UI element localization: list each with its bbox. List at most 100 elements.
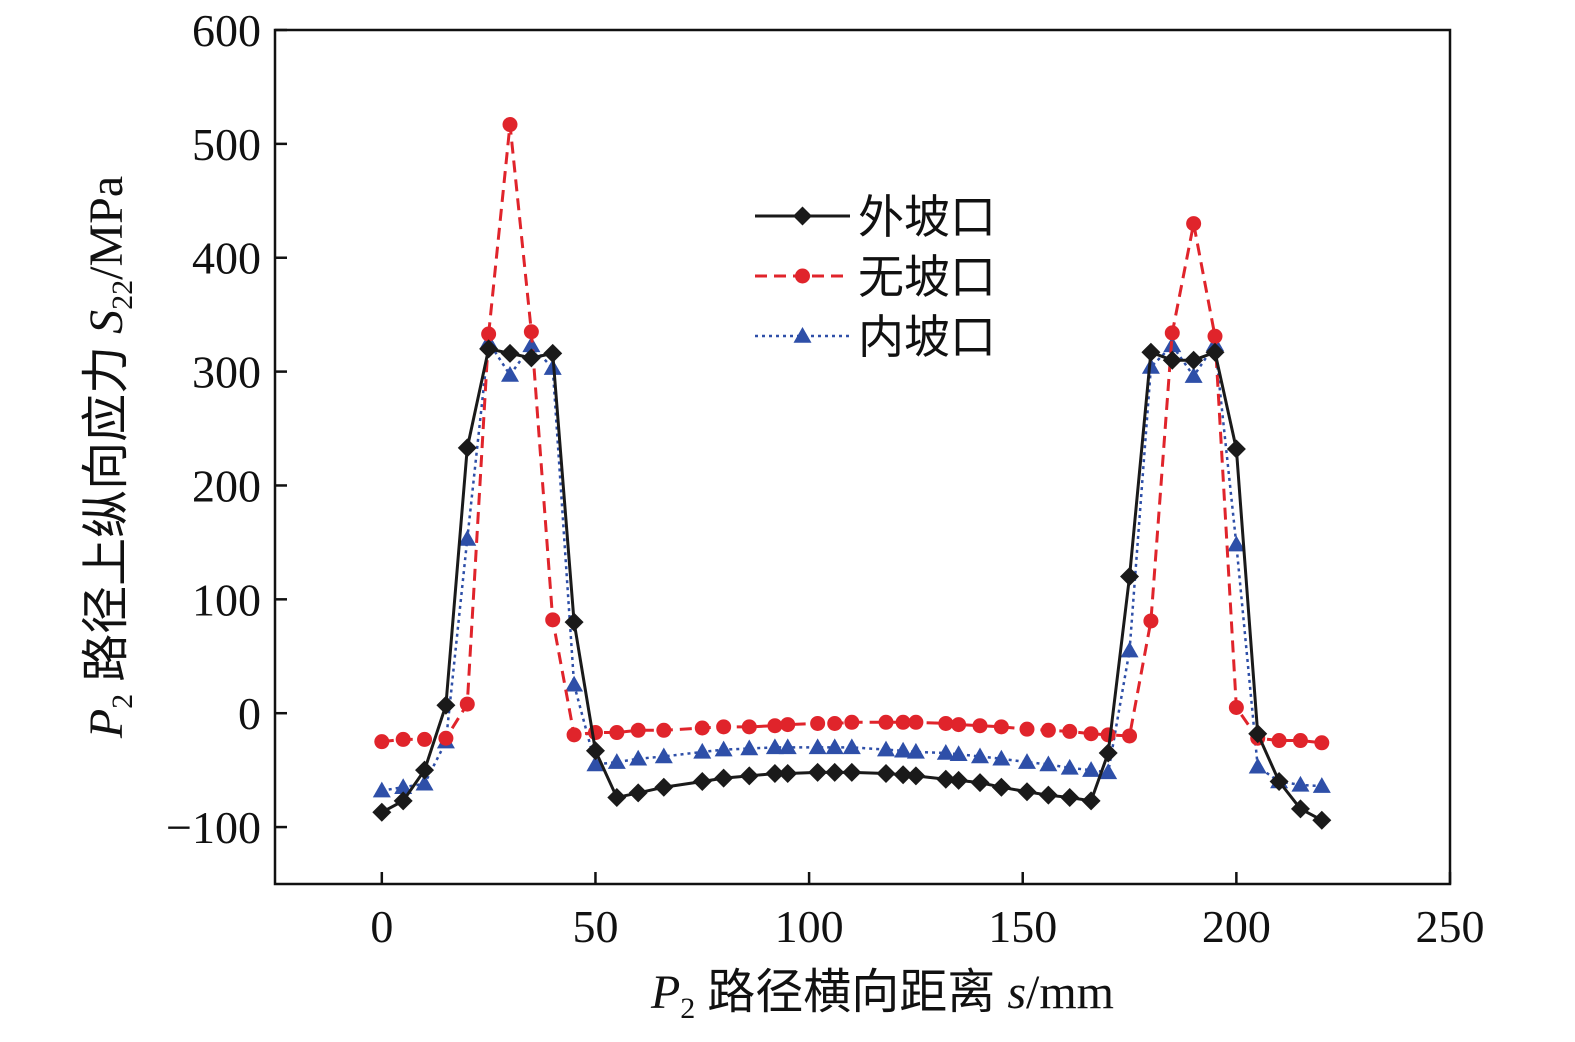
data-point (936, 769, 956, 789)
data-point (972, 718, 988, 734)
data-point (778, 738, 797, 755)
data-point (1205, 342, 1225, 362)
data-point (1100, 727, 1116, 743)
data-point (908, 714, 924, 730)
data-point (692, 772, 712, 792)
y-tick-label: 500 (192, 119, 261, 170)
data-point (878, 714, 894, 730)
data-point (394, 778, 413, 794)
data-point (842, 738, 861, 755)
y-tick-label: 400 (192, 233, 261, 284)
data-point (1228, 700, 1244, 716)
data-point (1164, 325, 1180, 341)
data-point (765, 764, 785, 784)
data-point (714, 768, 734, 788)
data-point (630, 722, 646, 738)
data-point (1062, 723, 1078, 739)
data-point (844, 714, 860, 730)
data-point (501, 366, 519, 382)
series-line (381, 124, 1322, 745)
data-point (894, 741, 913, 758)
legend-marker (793, 206, 812, 226)
y-tick-label: 600 (192, 5, 261, 56)
y-tick-label: 200 (192, 460, 261, 511)
data-point (1019, 721, 1035, 737)
data-point (808, 762, 828, 782)
legend-label: 无坡口 (858, 252, 996, 303)
data-point (827, 715, 843, 731)
legend-item: 无坡口 (755, 252, 996, 303)
legend-label: 外坡口 (858, 192, 996, 243)
plot-frame (273, 28, 1452, 886)
data-point (1082, 761, 1101, 777)
data-point (1039, 755, 1058, 772)
data-point (1141, 342, 1161, 362)
data-point (936, 744, 955, 760)
data-point (1226, 439, 1246, 459)
x-tick-label: 150 (988, 901, 1057, 952)
data-point (716, 719, 732, 735)
data-point (417, 731, 433, 747)
data-point (609, 725, 625, 741)
legend-marker (793, 327, 812, 343)
data-point (825, 738, 844, 755)
data-point (991, 777, 1011, 797)
x-tick-label: 250 (1416, 901, 1485, 952)
x-tick-label: 200 (1202, 901, 1271, 952)
legend-item: 外坡口 (755, 192, 996, 243)
data-point (970, 773, 990, 793)
data-point (825, 762, 845, 782)
data-point (1099, 763, 1118, 780)
data-point (1081, 791, 1101, 811)
data-point (523, 324, 539, 340)
data-point (893, 765, 913, 785)
data-point (436, 695, 456, 715)
data-point (500, 343, 520, 363)
data-point (739, 766, 759, 786)
data-point (1312, 810, 1332, 830)
data-point (393, 791, 413, 811)
data-point (767, 718, 783, 734)
data-point (971, 747, 989, 764)
data-point (949, 770, 969, 790)
data-point (607, 787, 627, 807)
data-point (521, 348, 541, 368)
data-point (906, 742, 925, 759)
data-point (992, 749, 1011, 766)
data-point (564, 612, 584, 632)
data-point (1098, 743, 1118, 763)
data-point (693, 742, 712, 759)
data-point (810, 715, 826, 731)
y-tick-label: 300 (192, 347, 261, 398)
data-point (740, 739, 759, 756)
data-point (1292, 733, 1308, 749)
x-tick-label: 100 (775, 901, 844, 952)
data-point (993, 719, 1009, 735)
data-point (372, 781, 391, 798)
data-point (1290, 799, 1310, 819)
data-point (778, 764, 798, 784)
data-point (458, 529, 477, 546)
data-point (457, 438, 477, 458)
data-point (654, 747, 673, 764)
data-point (714, 740, 733, 757)
data-point (906, 766, 926, 786)
data-point (372, 802, 392, 822)
data-point (1227, 535, 1246, 552)
data-point (585, 741, 605, 761)
data-point (1018, 753, 1036, 769)
legend-item: 内坡口 (755, 312, 996, 363)
data-point (1248, 757, 1267, 774)
series-2 (374, 117, 1330, 751)
data-point (1312, 777, 1331, 793)
data-point (502, 117, 518, 133)
axis-ticks: 0 50 100 150 200 250 −100 0 100 200 300 400 500 600 (166, 5, 1484, 952)
axis-titles: P2 路径横向距离 s/mm P2 路径上纵向应力 S22/MPa (80, 176, 1114, 1025)
data-point (438, 730, 454, 746)
data-point (1184, 367, 1203, 383)
data-point (741, 719, 757, 735)
data-point (694, 720, 710, 736)
y-tick-label: 100 (192, 574, 261, 625)
y-tick-label: 0 (238, 688, 261, 739)
